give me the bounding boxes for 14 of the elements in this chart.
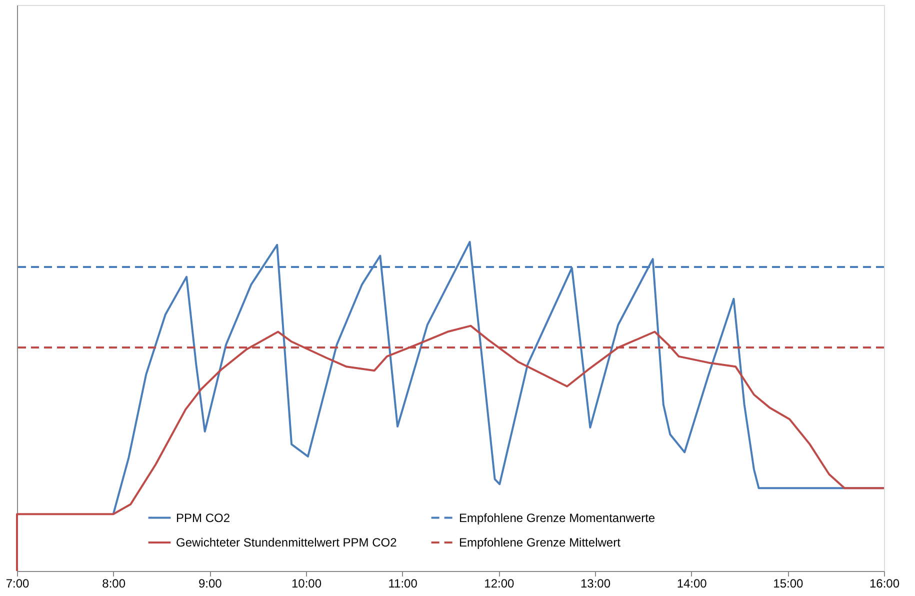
legend-label: Empfohlene Grenze Momentanwerte bbox=[459, 510, 656, 525]
legend-label: PPM CO2 bbox=[176, 510, 230, 525]
x-tick-label: 14:00 bbox=[676, 576, 708, 590]
x-tick-label: 12:00 bbox=[484, 576, 515, 590]
x-tick-label: 16:00 bbox=[869, 576, 900, 590]
x-tick-label: 11:00 bbox=[388, 576, 418, 590]
legend-label: Gewichteter Stundenmittelwert PPM CO2 bbox=[176, 536, 398, 550]
x-tick-label: 7:00 bbox=[6, 576, 30, 590]
x-tick-label: 15:00 bbox=[773, 576, 804, 590]
x-tick-label: 9:00 bbox=[198, 576, 222, 590]
legend-label: Empfohlene Grenze Mittelwert bbox=[459, 536, 622, 550]
x-tick-label: 13:00 bbox=[580, 576, 611, 590]
x-tick-label: 10:00 bbox=[291, 576, 322, 590]
x-tick-label: 8:00 bbox=[102, 576, 126, 590]
